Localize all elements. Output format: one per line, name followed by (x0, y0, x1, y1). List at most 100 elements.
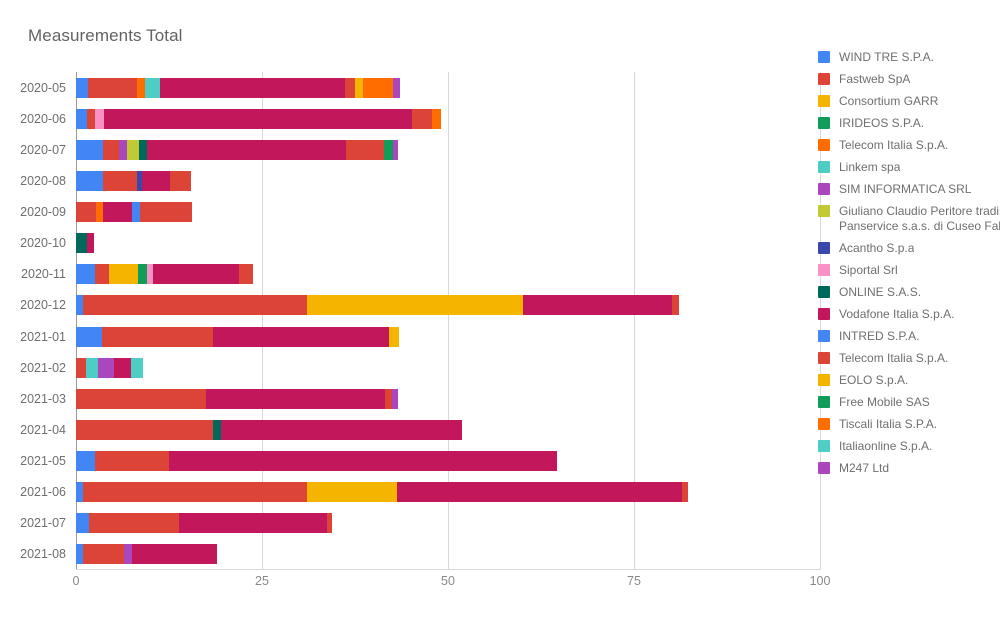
stacked-bar[interactable] (76, 233, 94, 254)
bar-segment[interactable] (397, 482, 682, 503)
stacked-bar[interactable] (76, 357, 143, 378)
bar-segment[interactable] (389, 326, 399, 347)
bar-segment[interactable] (76, 108, 88, 129)
legend-item[interactable]: ONLINE S.A.S. (818, 285, 1000, 300)
bar-segment[interactable] (392, 139, 399, 160)
bar-segment[interactable] (82, 295, 308, 316)
bar-segment[interactable] (104, 108, 412, 129)
bar-segment[interactable] (87, 233, 94, 254)
bar-segment[interactable] (160, 77, 346, 98)
bar-segment[interactable] (131, 357, 143, 378)
bar-segment[interactable] (354, 77, 364, 98)
bar-row[interactable] (76, 388, 820, 409)
legend-item[interactable]: IRIDEOS S.P.A. (818, 116, 1000, 131)
bar-row[interactable] (76, 451, 820, 472)
stacked-bar[interactable] (76, 544, 217, 565)
legend-item[interactable]: Telecom Italia S.p.A. (818, 351, 1000, 366)
bar-segment[interactable] (432, 108, 441, 129)
bar-segment[interactable] (76, 170, 103, 191)
bar-segment[interactable] (87, 108, 96, 129)
bar-segment[interactable] (96, 202, 103, 223)
bar-segment[interactable] (76, 202, 97, 223)
bar-segment[interactable] (76, 326, 103, 347)
bar-segment[interactable] (76, 419, 213, 440)
bar-segment[interactable] (95, 451, 169, 472)
legend-item[interactable]: Free Mobile SAS (818, 395, 1000, 410)
bar-segment[interactable] (142, 170, 171, 191)
bar-segment[interactable] (76, 357, 86, 378)
bar-segment[interactable] (102, 139, 120, 160)
legend-item[interactable]: WIND TRE S.P.A. (818, 50, 1000, 65)
legend-item[interactable]: SIM INFORMATICA SRL (818, 182, 1000, 197)
bar-segment[interactable] (139, 202, 193, 223)
legend-item[interactable]: Consortium GARR (818, 94, 1000, 109)
bar-segment[interactable] (102, 170, 137, 191)
bar-segment[interactable] (88, 513, 179, 534)
bar-row[interactable] (76, 170, 820, 191)
stacked-bar[interactable] (76, 419, 463, 440)
bar-segment[interactable] (681, 482, 689, 503)
bar-segment[interactable] (119, 139, 128, 160)
bar-segment[interactable] (392, 77, 400, 98)
bar-segment[interactable] (137, 170, 143, 191)
bar-segment[interactable] (82, 544, 124, 565)
bar-segment[interactable] (346, 139, 384, 160)
stacked-bar[interactable] (76, 202, 193, 223)
bar-segment[interactable] (147, 139, 347, 160)
bar-segment[interactable] (212, 419, 222, 440)
bar-segment[interactable] (139, 139, 148, 160)
bar-segment[interactable] (168, 451, 557, 472)
bar-segment[interactable] (76, 482, 83, 503)
bar-segment[interactable] (102, 326, 213, 347)
bar-row[interactable] (76, 513, 820, 534)
bar-segment[interactable] (307, 295, 524, 316)
bar-segment[interactable] (76, 295, 83, 316)
bar-row[interactable] (76, 295, 820, 316)
bar-segment[interactable] (123, 544, 132, 565)
bar-segment[interactable] (212, 326, 390, 347)
bar-segment[interactable] (138, 264, 148, 285)
bar-segment[interactable] (136, 77, 146, 98)
stacked-bar[interactable] (76, 139, 399, 160)
legend-item[interactable]: Linkem spa (818, 160, 1000, 175)
bar-segment[interactable] (113, 357, 132, 378)
bar-segment[interactable] (95, 108, 105, 129)
stacked-bar[interactable] (76, 326, 399, 347)
bar-segment[interactable] (147, 264, 153, 285)
bar-row[interactable] (76, 544, 820, 565)
legend-item[interactable]: Tiscali Italia S.P.A. (818, 417, 1000, 432)
stacked-bar[interactable] (76, 295, 679, 316)
bar-row[interactable] (76, 139, 820, 160)
legend-item[interactable]: Acantho S.p.a (818, 241, 1000, 256)
bar-segment[interactable] (170, 170, 191, 191)
stacked-bar[interactable] (76, 108, 441, 129)
bar-segment[interactable] (76, 139, 103, 160)
bar-segment[interactable] (385, 388, 393, 409)
bar-segment[interactable] (671, 295, 679, 316)
stacked-bar[interactable] (76, 482, 689, 503)
legend-item[interactable]: Fastweb SpA (818, 72, 1000, 87)
bar-segment[interactable] (97, 357, 114, 378)
bar-row[interactable] (76, 77, 820, 98)
bar-row[interactable] (76, 482, 820, 503)
bar-row[interactable] (76, 264, 820, 285)
bar-segment[interactable] (76, 544, 83, 565)
legend-item[interactable]: M247 Ltd (818, 461, 1000, 476)
bar-row[interactable] (76, 357, 820, 378)
bar-segment[interactable] (76, 513, 89, 534)
bar-segment[interactable] (145, 77, 161, 98)
bar-row[interactable] (76, 108, 820, 129)
bar-segment[interactable] (87, 77, 137, 98)
bar-segment[interactable] (178, 513, 328, 534)
bar-row[interactable] (76, 419, 820, 440)
bar-segment[interactable] (206, 388, 386, 409)
stacked-bar[interactable] (76, 451, 557, 472)
stacked-bar[interactable] (76, 513, 332, 534)
bar-segment[interactable] (307, 482, 398, 503)
bar-segment[interactable] (76, 264, 96, 285)
bar-segment[interactable] (221, 419, 463, 440)
bar-segment[interactable] (85, 357, 98, 378)
stacked-bar[interactable] (76, 77, 400, 98)
legend-item[interactable]: Siportal Srl (818, 263, 1000, 278)
legend-item[interactable]: EOLO S.p.A. (818, 373, 1000, 388)
